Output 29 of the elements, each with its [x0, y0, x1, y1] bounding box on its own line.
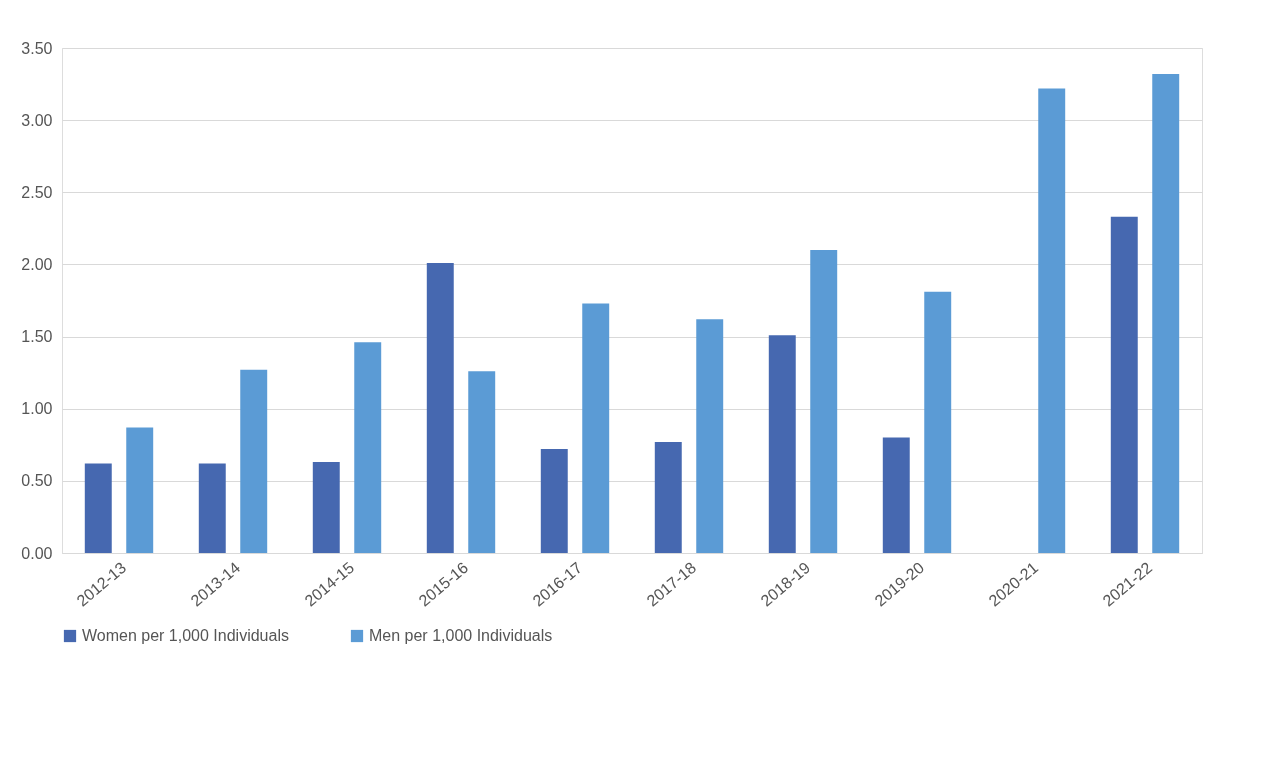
- bar: [654, 441, 682, 553]
- bar: [126, 427, 154, 553]
- bar: [1038, 88, 1066, 553]
- legend-label: Men per 1,000 Individuals: [369, 627, 553, 644]
- bar: [882, 437, 910, 553]
- bar: [1152, 73, 1180, 553]
- bar: [312, 462, 340, 553]
- bar: [582, 303, 610, 553]
- bar: [84, 463, 112, 553]
- bar: [540, 449, 568, 553]
- bar: [198, 463, 226, 553]
- y-tick-label: 2.50: [21, 183, 53, 201]
- bar: [810, 250, 838, 553]
- bar: [1110, 216, 1138, 553]
- bar: [696, 319, 724, 553]
- y-tick-label: 1.50: [21, 328, 53, 346]
- bar: [924, 291, 952, 553]
- bar: [240, 369, 268, 553]
- bar: [426, 262, 454, 553]
- y-tick-label: 2.00: [21, 255, 53, 273]
- y-tick-label: 3.00: [21, 111, 53, 129]
- y-tick-label: 3.50: [21, 39, 53, 57]
- y-tick-label: 0.00: [21, 544, 53, 562]
- bar: [468, 371, 496, 553]
- bar: [768, 335, 796, 553]
- legend-label: Women per 1,000 Individuals: [82, 627, 289, 644]
- bar: [354, 342, 382, 553]
- y-tick-label: 0.50: [21, 472, 53, 490]
- y-tick-label: 1.00: [21, 400, 53, 418]
